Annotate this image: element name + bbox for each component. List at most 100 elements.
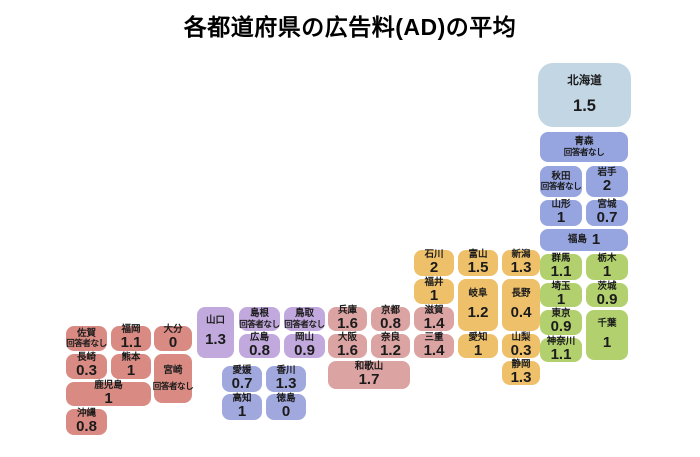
pref-value: 0.9 xyxy=(294,341,315,359)
pref-box-yamagata: 山形 1 xyxy=(540,198,582,226)
pref-value: 1 xyxy=(473,341,483,359)
pref-label: 神奈川 xyxy=(546,335,576,347)
pref-label: 岐阜 xyxy=(468,287,488,299)
pref-label: 和歌山 xyxy=(354,360,384,372)
chart-title: 各都道府県の広告料(AD)の平均 xyxy=(183,14,517,40)
pref-label: 鹿児島 xyxy=(94,379,123,391)
pref-box-nagasaki: 長崎 0.3 xyxy=(66,352,107,380)
pref-no-answer: 回答者なし xyxy=(563,146,605,157)
pref-value: 1 xyxy=(126,362,136,380)
pref-value: 1.1 xyxy=(120,334,142,352)
pref-box-fukuoka: 福岡 1.1 xyxy=(111,324,151,352)
pref-value: 1.3 xyxy=(510,258,532,276)
pref-box-kagoshima: 鹿児島 1 xyxy=(66,379,151,407)
pref-value: 1 xyxy=(556,208,566,226)
pref-label: 群馬 xyxy=(551,252,571,264)
pref-label: 北海道 xyxy=(567,75,602,88)
pref-label: 秋田 xyxy=(551,170,571,182)
pref-value: 0.8 xyxy=(249,341,270,359)
pref-value: 1.1 xyxy=(550,262,572,280)
pref-label: 福岡 xyxy=(121,324,141,336)
pref-value: 0.9 xyxy=(550,318,572,336)
pref-label: 佐賀 xyxy=(76,327,96,339)
pref-value: 0.7 xyxy=(596,208,618,226)
pref-label: 香川 xyxy=(276,364,296,376)
pref-label: 富山 xyxy=(468,248,488,260)
pref-value: 1.5 xyxy=(573,96,596,115)
pref-value: 0.8 xyxy=(380,314,401,332)
pref-value: 1 xyxy=(429,287,439,305)
pref-label: 福島 xyxy=(567,233,587,245)
pref-label: 長崎 xyxy=(76,352,96,364)
pref-value: 1.3 xyxy=(205,331,226,349)
pref-box-yamaguchi: 山口 1.3 xyxy=(197,307,234,358)
pref-value: 1 xyxy=(591,230,601,248)
pref-label: 愛媛 xyxy=(232,364,252,376)
pref-box-tottori: 鳥取 回答者なし xyxy=(284,307,325,331)
pref-box-kyoto: 京都 0.8 xyxy=(371,304,410,332)
pref-label: 兵庫 xyxy=(337,304,357,316)
pref-box-chiba: 千葉 1 xyxy=(586,310,628,360)
pref-label: 宮城 xyxy=(597,198,617,210)
pref-value: 1.6 xyxy=(337,314,358,332)
pref-value: 1.3 xyxy=(275,374,297,392)
pref-value: 0.3 xyxy=(510,341,532,359)
pref-box-kumamoto: 熊本 1 xyxy=(111,352,151,380)
pref-value: 1.3 xyxy=(510,368,532,386)
pref-value: 1 xyxy=(602,333,612,351)
pref-value: 2 xyxy=(429,258,439,276)
pref-box-miyagi: 宮城 0.7 xyxy=(586,198,628,226)
pref-label: 新潟 xyxy=(511,248,531,260)
pref-box-shizuoka: 静岡 1.3 xyxy=(502,358,540,386)
pref-value: 0 xyxy=(168,334,178,352)
pref-box-wakayama: 和歌山 1.7 xyxy=(328,361,410,389)
pref-box-shimane: 島根 回答者なし xyxy=(239,307,280,331)
pref-box-mie: 三重 1.4 xyxy=(414,332,454,359)
pref-box-nara: 奈良 1.2 xyxy=(371,332,410,358)
pref-value: 1 xyxy=(104,389,113,407)
pref-value: 1.7 xyxy=(358,370,380,388)
pref-box-hiroshima: 広島 0.8 xyxy=(239,332,280,359)
pref-value: 0.7 xyxy=(231,374,253,392)
pref-label: 徳島 xyxy=(276,392,296,404)
pref-label: 岩手 xyxy=(597,167,617,179)
pref-label: 山形 xyxy=(551,198,571,210)
pref-box-niigata: 新潟 1.3 xyxy=(502,248,540,276)
pref-box-ehime: 愛媛 0.7 xyxy=(222,364,262,392)
pref-label: 京都 xyxy=(380,304,400,316)
pref-value: 2 xyxy=(602,177,612,195)
pref-no-answer: 回答者なし xyxy=(66,338,107,349)
pref-label: 石川 xyxy=(424,248,444,260)
pref-value: 0.3 xyxy=(76,362,97,380)
pref-label: 長野 xyxy=(511,287,531,299)
pref-value: 1 xyxy=(556,290,566,308)
pref-value: 1 xyxy=(237,402,247,420)
pref-box-hyogo: 兵庫 1.6 xyxy=(328,304,367,332)
pref-box-tochigi: 栃木 1 xyxy=(586,253,628,280)
pref-value: 1.4 xyxy=(423,341,445,359)
pref-label: 高知 xyxy=(232,392,252,404)
pref-value: 1.6 xyxy=(337,341,358,359)
pref-value: 1.4 xyxy=(423,314,445,332)
pref-box-toyama: 富山 1.5 xyxy=(458,248,498,276)
pref-no-answer: 回答者なし xyxy=(540,181,582,192)
pref-box-gunma: 群馬 1.1 xyxy=(540,252,582,280)
pref-box-okinawa: 沖縄 0.8 xyxy=(66,408,107,435)
pref-box-kanagawa: 神奈川 1.1 xyxy=(540,335,582,362)
pref-box-osaka: 大阪 1.6 xyxy=(328,331,367,359)
pref-value: 1.5 xyxy=(467,258,489,276)
pref-box-fukushima: 福島 1 xyxy=(540,229,628,251)
pref-value: 0 xyxy=(281,402,291,420)
pref-value: 1 xyxy=(602,262,612,280)
pref-no-answer: 回答者なし xyxy=(284,318,325,329)
pref-box-kagawa: 香川 1.3 xyxy=(266,364,306,392)
pref-box-oita: 大分 0 xyxy=(154,324,192,352)
pref-label: 大阪 xyxy=(337,331,357,343)
pref-box-ibaraki: 茨城 0.9 xyxy=(586,280,628,307)
pref-box-kochi: 高知 1 xyxy=(222,392,262,420)
pref-label: 静岡 xyxy=(511,358,531,370)
pref-box-nagano: 長野 0.4 xyxy=(502,279,540,331)
pref-label: 茨城 xyxy=(597,280,617,292)
pref-label: 滋賀 xyxy=(424,304,444,316)
